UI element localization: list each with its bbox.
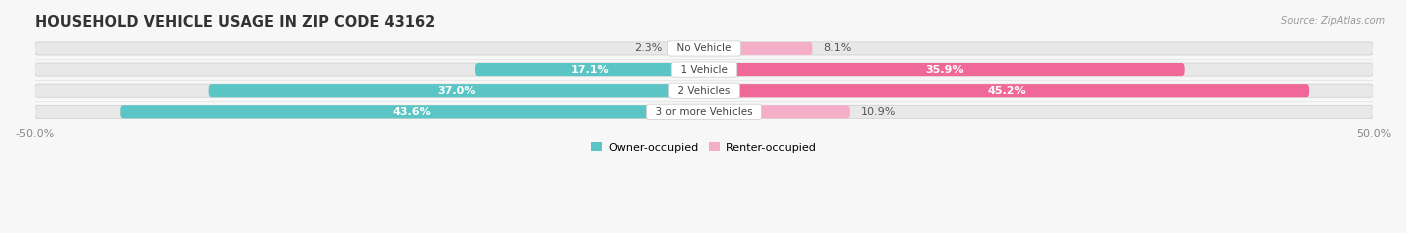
FancyBboxPatch shape <box>121 105 704 118</box>
Legend: Owner-occupied, Renter-occupied: Owner-occupied, Renter-occupied <box>586 138 821 157</box>
Text: 10.9%: 10.9% <box>860 107 896 117</box>
Text: Source: ZipAtlas.com: Source: ZipAtlas.com <box>1281 16 1385 26</box>
FancyBboxPatch shape <box>704 84 1309 97</box>
FancyBboxPatch shape <box>35 42 1374 55</box>
Text: No Vehicle: No Vehicle <box>671 43 738 53</box>
FancyBboxPatch shape <box>704 105 849 118</box>
FancyBboxPatch shape <box>35 84 1374 97</box>
Text: 35.9%: 35.9% <box>925 65 963 75</box>
Text: 17.1%: 17.1% <box>571 65 609 75</box>
FancyBboxPatch shape <box>673 42 704 55</box>
FancyBboxPatch shape <box>208 84 704 97</box>
FancyBboxPatch shape <box>475 63 704 76</box>
Text: 2.3%: 2.3% <box>634 43 662 53</box>
FancyBboxPatch shape <box>35 63 1374 76</box>
FancyBboxPatch shape <box>704 42 813 55</box>
FancyBboxPatch shape <box>35 105 1374 118</box>
Text: 2 Vehicles: 2 Vehicles <box>671 86 737 96</box>
Text: HOUSEHOLD VEHICLE USAGE IN ZIP CODE 43162: HOUSEHOLD VEHICLE USAGE IN ZIP CODE 4316… <box>35 15 434 30</box>
Text: 8.1%: 8.1% <box>823 43 852 53</box>
FancyBboxPatch shape <box>704 63 1185 76</box>
Text: 37.0%: 37.0% <box>437 86 475 96</box>
Text: 43.6%: 43.6% <box>392 107 432 117</box>
Text: 3 or more Vehicles: 3 or more Vehicles <box>650 107 759 117</box>
Text: 1 Vehicle: 1 Vehicle <box>673 65 734 75</box>
Text: 45.2%: 45.2% <box>987 86 1026 96</box>
